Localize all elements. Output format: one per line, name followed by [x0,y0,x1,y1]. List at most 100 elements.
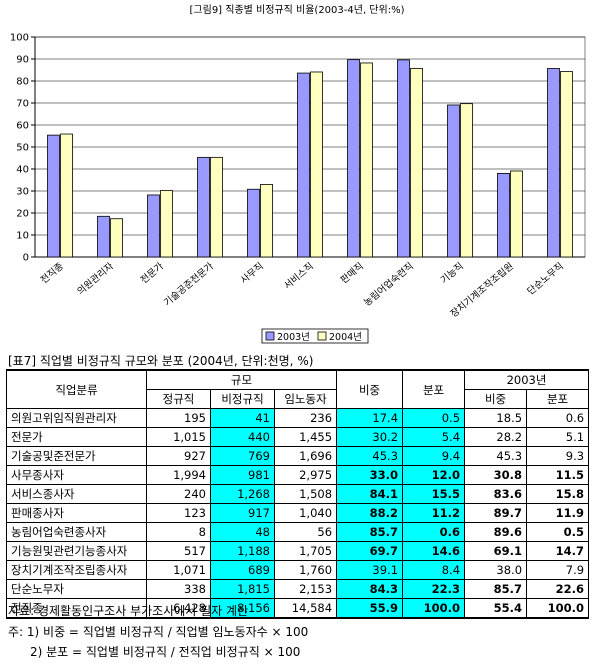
y-tick-label: 70 [16,99,29,110]
header-wage: 임노동자 [273,389,338,409]
x-tick-label: 기능직 [439,261,466,286]
x-tick-label: 기술공준전문가 [162,261,216,309]
cell-name: 의원고위임직원관리자 [6,408,147,428]
cell-dist: 0.5 [402,408,466,428]
cell-reg: 123 [146,503,211,523]
bar [197,156,210,258]
cell-nonreg: 48 [210,522,275,542]
cell-d03: 9.3 [526,446,590,466]
bar [347,59,360,258]
bar [60,133,73,258]
bar [260,183,273,258]
cell-dist: 11.2 [402,503,466,523]
cell-d03: 0.6 [526,408,590,428]
cell-ratio: 84.1 [336,484,404,504]
cell-nonreg: 1,268 [210,484,275,504]
cell-r03: 85.7 [464,579,528,599]
bar [410,68,423,258]
bar [547,68,560,258]
cell-r03: 30.8 [464,465,528,485]
bar [310,71,323,258]
x-tick-label: 의원관리자 [75,261,116,298]
x-tick-label: 농림어업숙련직 [361,260,416,309]
chart-area: [그림9] 직종별 비정규직 비율(2003-4년, 단위:%) 0 10 20 30 4… [10,3,586,344]
cell-ratio: 85.7 [336,522,404,542]
table-row: 농림어업숙련종사자 8 48 56 85.7 0.6 89.6 0.5 [6,522,590,542]
table-row: 장치기계조작조립종사자 1,071 689 1,760 39.1 8.4 38.0 7.9 [6,560,590,580]
header-category: 직업분류 [6,369,147,409]
cell-ratio: 88.2 [336,503,404,523]
cell-d03: 100.0 [526,598,590,619]
table-row: 사무종사자 1,994 981 2,975 33.0 12.0 30.8 11.5 [6,465,590,485]
header-regular: 정규직 [146,389,211,409]
bar-chart: [그림9] 직종별 비정규직 비율(2003-4년, 단위:%) 0 10 20 30 4… [10,3,586,344]
y-tick-label: 30 [16,187,29,198]
legend-swatch [265,331,275,341]
cell-name: 장치기계조작조립종사자 [6,560,147,580]
x-tick-label: 전문가 [139,261,166,286]
cell-reg: 240 [146,484,211,504]
cell-wage: 14,584 [273,598,338,619]
cell-r03: 45.3 [464,446,528,466]
cell-nonreg: 917 [210,503,275,523]
cell-reg: 517 [146,541,211,561]
cell-r03: 89.6 [464,522,528,542]
table-row: 단순노무자 338 1,815 2,153 84.3 22.3 85.7 22.6 [6,579,590,599]
cell-name: 기능원및관련기능종사자 [6,541,147,561]
bar [47,134,60,258]
bar [147,194,160,258]
cell-wage: 1,040 [273,503,338,523]
cell-r03: 28.2 [464,427,528,447]
cell-nonreg: 769 [210,446,275,466]
cell-name: 서비스종사자 [6,484,147,504]
y-tick-label: 40 [16,165,29,176]
cell-dist: 100.0 [402,598,466,619]
cell-name: 기술공및준전문가 [6,446,147,466]
cell-ratio: 33.0 [336,465,404,485]
cell-nonreg: 1,815 [210,579,275,599]
cell-nonreg: 689 [210,560,275,580]
legend-label: 2003년 [277,332,310,343]
cell-dist: 8.4 [402,560,466,580]
cell-ratio: 17.4 [336,408,404,428]
header-2003: 2003년 [464,369,590,390]
y-tick-label: 80 [16,77,29,88]
cell-reg: 195 [146,408,211,428]
bar [247,188,260,258]
cell-wage: 1,760 [273,560,338,580]
header-ratio: 비중 [336,369,404,409]
table-row: 전직종 6,428 8,156 14,584 55.9 100.0 55.4 100.0 [6,598,590,619]
cell-nonreg: 440 [210,427,275,447]
cell-dist: 9.4 [402,446,466,466]
table-row: 판매종사자 123 917 1,040 88.2 11.2 89.7 11.9 [6,503,590,523]
footnote-2: 2) 분포 = 직업별 비정규직 / 전직업 비정규직 × 100 [30,645,301,659]
y-tick-label: 20 [16,209,29,220]
legend-label: 2004년 [329,332,362,343]
x-tick-label: 전직종 [39,261,66,286]
y-tick-label: 60 [16,121,29,132]
cell-dist: 5.4 [402,427,466,447]
cell-name: 단순노무자 [6,579,147,599]
table-body: 의원고위임직원관리자 195 41 236 17.4 0.5 18.5 0.6 전문가 1,015… [6,408,590,619]
bar [360,62,373,258]
cell-nonreg: 981 [210,465,275,485]
cell-nonreg: 41 [210,408,275,428]
table-row: 기능원및관련기능종사자 517 1,188 1,705 69.7 14.6 69.1 14.7 [6,541,590,561]
cell-ratio: 30.2 [336,427,404,447]
bar [110,218,123,258]
source-note: 자료: 경제활동인구조사 부가조사에서 필자 계산 [8,604,249,618]
cell-r03: 55.4 [464,598,528,619]
cell-r03: 83.6 [464,484,528,504]
cell-wage: 1,696 [273,446,338,466]
table-row: 서비스종사자 240 1,268 1,508 84.1 15.5 83.6 15.8 [6,484,590,504]
cell-wage: 1,705 [273,541,338,561]
bar [497,172,510,258]
cell-dist: 22.3 [402,579,466,599]
bar [210,156,223,258]
y-tick-label: 50 [16,143,29,154]
cell-ratio: 45.3 [336,446,404,466]
cell-d03: 7.9 [526,560,590,580]
footnote-1: 주: 1) 비중 = 직업별 비정규직 / 직업별 임노동자수 × 100 [8,625,309,639]
cell-d03: 5.1 [526,427,590,447]
cell-wage: 1,508 [273,484,338,504]
